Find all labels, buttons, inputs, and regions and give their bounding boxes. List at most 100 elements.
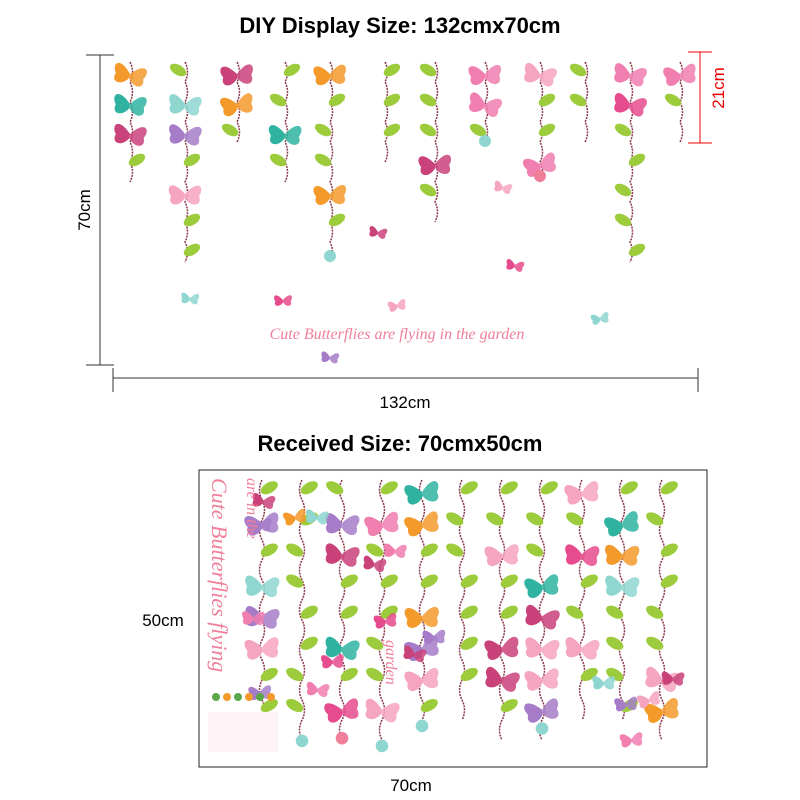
leaf	[460, 481, 478, 495]
wing	[619, 734, 632, 748]
wing	[283, 295, 292, 306]
wing	[404, 608, 423, 628]
wing	[644, 703, 663, 723]
butterfly	[283, 508, 306, 526]
sheet-text: are in the	[243, 478, 260, 539]
butterfly	[468, 64, 502, 86]
leaf	[300, 481, 318, 495]
leaf	[340, 574, 358, 588]
leaf	[460, 605, 478, 619]
wing	[645, 666, 662, 688]
wing	[524, 703, 543, 723]
butterfly	[619, 732, 643, 748]
wing	[364, 516, 383, 537]
butterfly	[524, 668, 559, 691]
vine	[434, 61, 439, 223]
leaf	[383, 93, 401, 107]
leaf	[260, 543, 278, 557]
leaf	[646, 636, 664, 650]
wing	[605, 544, 622, 565]
wing	[242, 611, 254, 625]
wing	[404, 485, 423, 505]
butterfly	[306, 681, 330, 698]
wing	[435, 154, 452, 174]
butterfly	[605, 544, 640, 566]
wing	[404, 671, 423, 692]
bead	[375, 739, 389, 753]
wing	[261, 609, 280, 629]
vine	[384, 61, 389, 163]
leaf	[420, 698, 438, 713]
bottom-title: Received Size: 70cmx50cm	[258, 431, 543, 456]
butterfly	[387, 299, 406, 312]
butterfly	[525, 637, 560, 660]
wing	[422, 511, 439, 532]
top-title: DIY Display Size: 132cmx70cm	[239, 13, 560, 38]
leaf	[260, 481, 278, 495]
sheet-text: garden	[382, 640, 399, 685]
wing	[525, 605, 542, 626]
wing	[341, 515, 360, 536]
wing	[341, 640, 360, 660]
leaf	[300, 605, 318, 619]
wing	[403, 645, 415, 660]
vine	[618, 479, 626, 721]
leaf	[269, 93, 287, 107]
wing	[565, 637, 582, 658]
wing	[387, 301, 398, 312]
wing	[484, 546, 503, 567]
wing	[244, 639, 263, 660]
wing	[404, 517, 423, 537]
leaf	[419, 63, 437, 77]
wing	[525, 637, 542, 658]
wing	[565, 544, 582, 565]
leaf	[283, 63, 301, 77]
wing	[542, 698, 559, 719]
wing	[129, 127, 147, 146]
leaf	[446, 512, 464, 526]
leaf	[660, 481, 678, 495]
wing	[369, 226, 378, 237]
wing	[377, 228, 388, 239]
leaf	[260, 698, 278, 713]
wing	[514, 261, 525, 272]
wing	[581, 640, 600, 660]
wing	[648, 691, 660, 705]
bead	[534, 170, 546, 182]
wing	[129, 97, 147, 116]
wing	[325, 543, 342, 564]
leaf	[340, 605, 358, 619]
leaf	[366, 543, 384, 557]
leaf	[326, 481, 344, 495]
wing	[313, 66, 331, 86]
leaf	[646, 512, 664, 526]
wing	[629, 98, 647, 117]
leaf	[500, 481, 518, 495]
butterfly	[242, 611, 265, 626]
wing	[381, 702, 400, 723]
leaf	[300, 636, 318, 650]
butterfly	[614, 93, 647, 117]
butterfly	[403, 645, 427, 663]
wing	[485, 64, 502, 84]
wing	[184, 185, 202, 205]
butterfly	[365, 698, 400, 723]
leaf	[460, 667, 478, 681]
leaf	[664, 93, 682, 107]
wing	[604, 517, 623, 537]
butterfly	[325, 513, 360, 536]
wing	[636, 695, 650, 709]
wing	[365, 698, 382, 720]
butterfly	[252, 493, 276, 509]
butterfly	[614, 63, 647, 87]
wing	[581, 546, 600, 566]
leaf	[286, 543, 304, 557]
wing	[382, 511, 399, 533]
wing	[325, 636, 342, 658]
wing	[662, 698, 679, 719]
butterfly	[404, 667, 439, 692]
butterfly	[663, 63, 696, 86]
butterfly	[274, 295, 292, 306]
decoration	[114, 61, 696, 753]
leaf	[460, 636, 478, 650]
